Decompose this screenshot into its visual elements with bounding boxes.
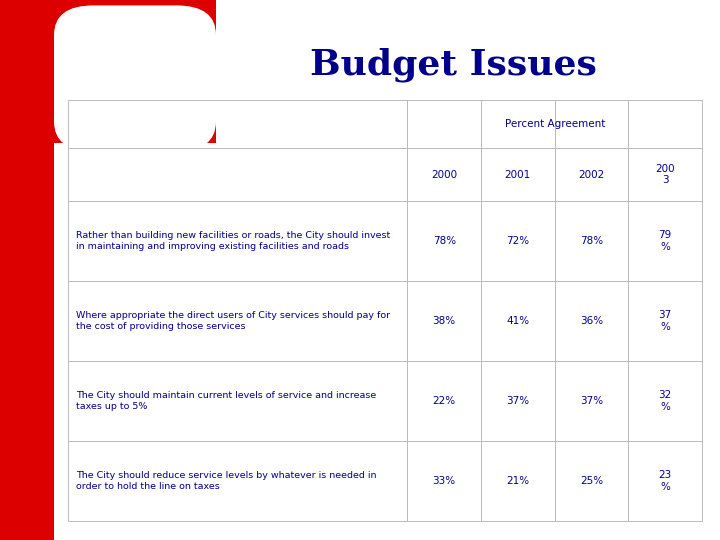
Text: 32
%: 32 % [659,390,672,412]
Text: 36%: 36% [580,316,603,326]
Text: 2001: 2001 [505,170,531,180]
Text: Rather than building new facilities or roads, the City should invest
in maintain: Rather than building new facilities or r… [76,231,390,251]
Text: 2000: 2000 [431,170,457,180]
Text: 78%: 78% [580,236,603,246]
Text: 38%: 38% [433,316,456,326]
Text: 33%: 33% [433,476,456,486]
Text: 22%: 22% [433,396,456,406]
Text: 78%: 78% [433,236,456,246]
Text: 79
%: 79 % [659,230,672,252]
Text: 25%: 25% [580,476,603,486]
Text: Percent Agreement: Percent Agreement [505,119,605,129]
Text: 200
3: 200 3 [655,164,675,185]
Text: 37%: 37% [506,396,529,406]
Text: 37%: 37% [580,396,603,406]
Text: Budget Issues: Budget Issues [310,48,597,82]
Text: 23
%: 23 % [659,470,672,492]
Text: 41%: 41% [506,316,529,326]
Text: 21%: 21% [506,476,529,486]
Text: Where appropriate the direct users of City services should pay for
the cost of p: Where appropriate the direct users of Ci… [76,312,390,330]
Text: 72%: 72% [506,236,529,246]
Text: 2002: 2002 [578,170,605,180]
Text: The City should maintain current levels of service and increase
taxes up to 5%: The City should maintain current levels … [76,392,376,411]
Text: 37
%: 37 % [659,310,672,332]
Text: The City should reduce service levels by whatever is needed in
order to hold the: The City should reduce service levels by… [76,471,376,491]
